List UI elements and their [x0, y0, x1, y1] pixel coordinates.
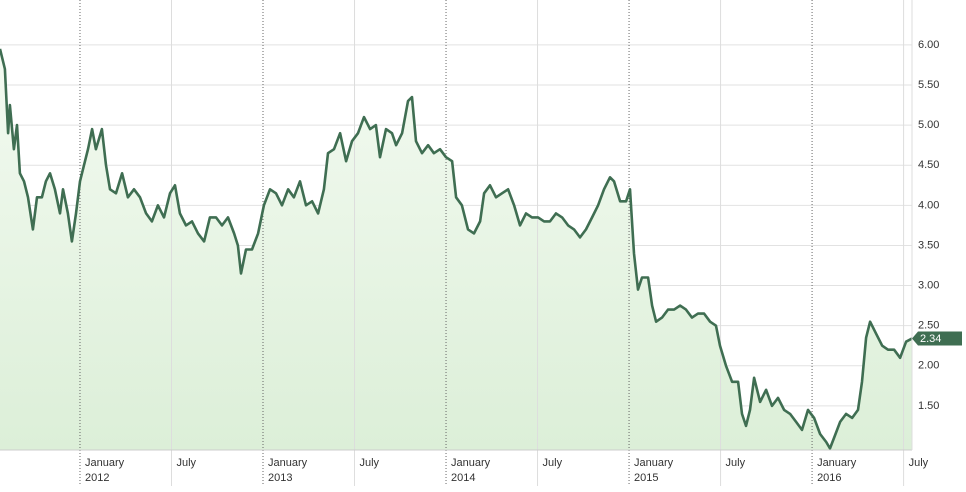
y-tick-label: 2.00 — [918, 360, 939, 372]
x-tick-year: 2012 — [85, 472, 109, 484]
y-tick-label: 3.00 — [918, 279, 939, 291]
y-tick-label: 5.50 — [918, 79, 939, 91]
price-label: 2.34 — [920, 333, 941, 345]
y-tick-label: 4.50 — [918, 159, 939, 171]
y-tick-label: 2.50 — [918, 320, 939, 332]
x-tick-label: July — [543, 457, 563, 469]
x-tick-year: 2016 — [817, 472, 841, 484]
x-tick-year: 2014 — [451, 472, 475, 484]
x-tick-label: January — [85, 457, 125, 469]
x-tick-label: July — [360, 457, 380, 469]
x-tick-label: July — [726, 457, 746, 469]
x-tick-label: July — [909, 457, 929, 469]
x-tick-label: January — [634, 457, 674, 469]
y-tick-label: 3.50 — [918, 239, 939, 251]
y-tick-label: 5.00 — [918, 119, 939, 131]
area — [0, 48, 912, 451]
y-tick-label: 6.00 — [918, 39, 939, 51]
y-tick-label: 4.00 — [918, 199, 939, 211]
price-badge — [912, 331, 962, 346]
x-tick-year: 2013 — [268, 472, 292, 484]
y-tick-label: 1.50 — [918, 400, 939, 412]
line — [0, 48, 913, 450]
x-tick-label: January — [451, 457, 491, 469]
x-tick-year: 2015 — [634, 472, 658, 484]
x-tick-label: July — [176, 457, 196, 469]
x-tick-label: January — [817, 457, 857, 469]
x-tick-label: January — [268, 457, 308, 469]
